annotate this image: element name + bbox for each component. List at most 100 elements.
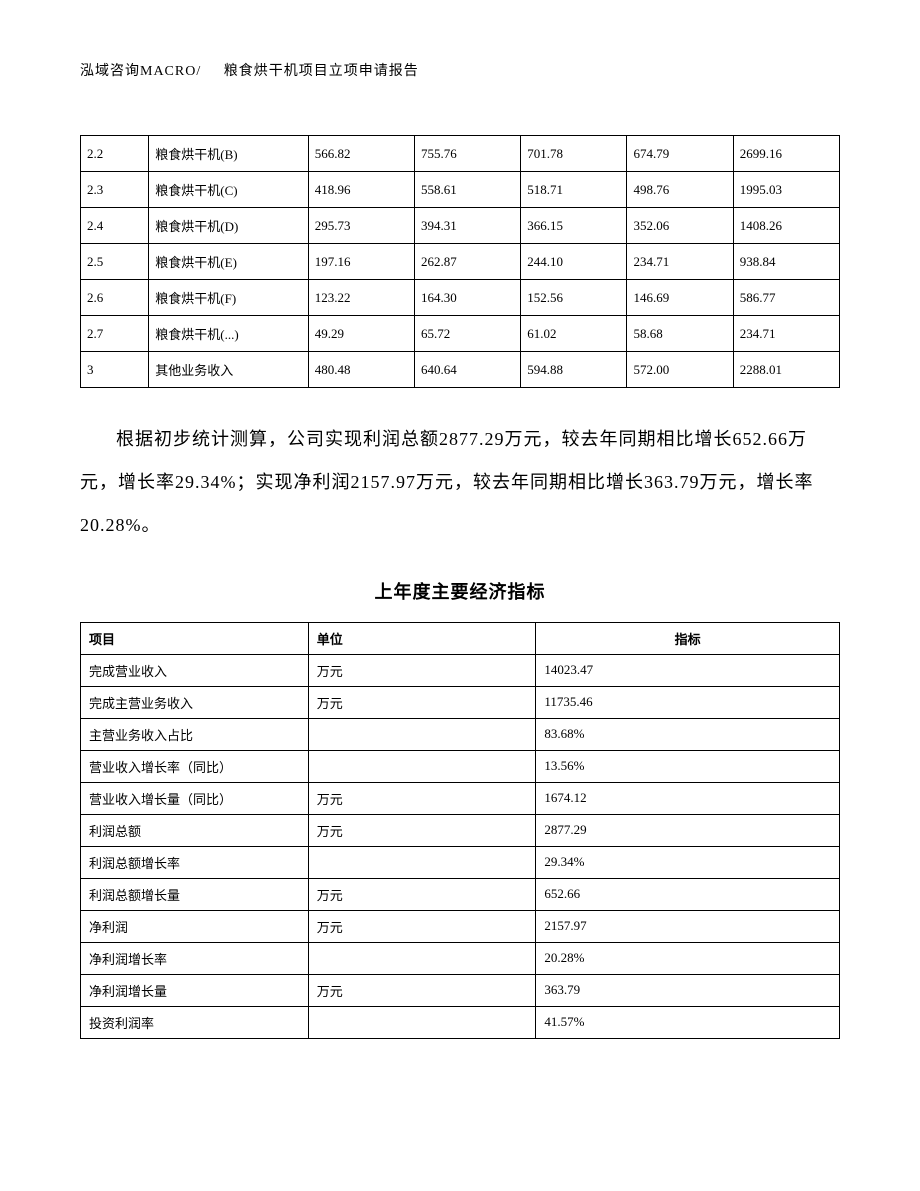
table-row: 3 其他业务收入 480.48 640.64 594.88 572.00 228… xyxy=(81,352,840,388)
cell: 58.68 xyxy=(627,316,733,352)
table-row: 主营业务收入占比 83.68% xyxy=(81,718,840,750)
cell: 粮食烘干机(E) xyxy=(149,244,308,280)
cell: 83.68% xyxy=(536,718,840,750)
cell: 万元 xyxy=(308,814,536,846)
section-heading: 上年度主要经济指标 xyxy=(80,578,840,604)
table-row: 利润总额增长率 29.34% xyxy=(81,846,840,878)
economic-indicators-table: 项目 单位 指标 完成营业收入 万元 14023.47 完成主营业务收入 万元 … xyxy=(80,622,840,1039)
cell: 营业收入增长率（同比） xyxy=(81,750,309,782)
header-title: 粮食烘干机项目立项申请报告 xyxy=(224,64,419,79)
table-row: 净利润增长率 20.28% xyxy=(81,942,840,974)
cell: 2699.16 xyxy=(733,136,839,172)
table-row: 利润总额 万元 2877.29 xyxy=(81,814,840,846)
cell: 197.16 xyxy=(308,244,414,280)
cell: 万元 xyxy=(308,910,536,942)
cell: 13.56% xyxy=(536,750,840,782)
cell: 营业收入增长量（同比） xyxy=(81,782,309,814)
cell: 净利润增长量 xyxy=(81,974,309,1006)
cell: 394.31 xyxy=(414,208,520,244)
cell: 418.96 xyxy=(308,172,414,208)
cell: 2.7 xyxy=(81,316,149,352)
cell: 万元 xyxy=(308,654,536,686)
cell: 123.22 xyxy=(308,280,414,316)
cell: 2.3 xyxy=(81,172,149,208)
cell: 1995.03 xyxy=(733,172,839,208)
cell: 518.71 xyxy=(521,172,627,208)
cell: 244.10 xyxy=(521,244,627,280)
table-row: 完成主营业务收入 万元 11735.46 xyxy=(81,686,840,718)
summary-paragraph: 根据初步统计测算，公司实现利润总额2877.29万元，较去年同期相比增长652.… xyxy=(80,418,840,548)
header-company: 泓域咨询MACRO/ xyxy=(80,64,201,79)
cell: 3 xyxy=(81,352,149,388)
cell: 234.71 xyxy=(627,244,733,280)
cell xyxy=(308,942,536,974)
cell: 29.34% xyxy=(536,846,840,878)
cell: 1674.12 xyxy=(536,782,840,814)
cell: 万元 xyxy=(308,878,536,910)
cell: 万元 xyxy=(308,974,536,1006)
cell: 295.73 xyxy=(308,208,414,244)
cell: 566.82 xyxy=(308,136,414,172)
cell: 572.00 xyxy=(627,352,733,388)
cell: 234.71 xyxy=(733,316,839,352)
cell: 万元 xyxy=(308,686,536,718)
cell: 利润总额增长率 xyxy=(81,846,309,878)
cell: 938.84 xyxy=(733,244,839,280)
col-header: 单位 xyxy=(308,622,536,654)
table-row: 投资利润率 41.57% xyxy=(81,1006,840,1038)
table-row: 2.2 粮食烘干机(B) 566.82 755.76 701.78 674.79… xyxy=(81,136,840,172)
cell: 701.78 xyxy=(521,136,627,172)
cell: 其他业务收入 xyxy=(149,352,308,388)
cell: 投资利润率 xyxy=(81,1006,309,1038)
page-header: 泓域咨询MACRO/ 粮食烘干机项目立项申请报告 xyxy=(80,60,840,80)
cell: 61.02 xyxy=(521,316,627,352)
cell xyxy=(308,750,536,782)
cell: 755.76 xyxy=(414,136,520,172)
cell: 完成营业收入 xyxy=(81,654,309,686)
cell: 640.64 xyxy=(414,352,520,388)
cell: 20.28% xyxy=(536,942,840,974)
cell: 586.77 xyxy=(733,280,839,316)
cell: 粮食烘干机(F) xyxy=(149,280,308,316)
cell: 366.15 xyxy=(521,208,627,244)
cell: 363.79 xyxy=(536,974,840,1006)
cell: 主营业务收入占比 xyxy=(81,718,309,750)
cell: 2877.29 xyxy=(536,814,840,846)
cell: 2.6 xyxy=(81,280,149,316)
cell: 262.87 xyxy=(414,244,520,280)
cell: 41.57% xyxy=(536,1006,840,1038)
cell: 粮食烘干机(...) xyxy=(149,316,308,352)
cell: 2288.01 xyxy=(733,352,839,388)
cell: 万元 xyxy=(308,782,536,814)
cell: 2.2 xyxy=(81,136,149,172)
col-header: 指标 xyxy=(536,622,840,654)
cell: 674.79 xyxy=(627,136,733,172)
table-row: 完成营业收入 万元 14023.47 xyxy=(81,654,840,686)
cell: 65.72 xyxy=(414,316,520,352)
cell: 146.69 xyxy=(627,280,733,316)
col-header: 项目 xyxy=(81,622,309,654)
cell: 完成主营业务收入 xyxy=(81,686,309,718)
cell: 净利润 xyxy=(81,910,309,942)
table-row: 利润总额增长量 万元 652.66 xyxy=(81,878,840,910)
cell: 2.5 xyxy=(81,244,149,280)
product-revenue-table: 2.2 粮食烘干机(B) 566.82 755.76 701.78 674.79… xyxy=(80,135,840,388)
cell: 152.56 xyxy=(521,280,627,316)
cell: 粮食烘干机(C) xyxy=(149,172,308,208)
cell xyxy=(308,846,536,878)
cell: 594.88 xyxy=(521,352,627,388)
cell: 利润总额增长量 xyxy=(81,878,309,910)
cell: 1408.26 xyxy=(733,208,839,244)
table-row: 2.7 粮食烘干机(...) 49.29 65.72 61.02 58.68 2… xyxy=(81,316,840,352)
cell: 2157.97 xyxy=(536,910,840,942)
cell xyxy=(308,1006,536,1038)
table-row: 2.3 粮食烘干机(C) 418.96 558.61 518.71 498.76… xyxy=(81,172,840,208)
cell: 粮食烘干机(B) xyxy=(149,136,308,172)
table2-header-row: 项目 单位 指标 xyxy=(81,622,840,654)
cell: 558.61 xyxy=(414,172,520,208)
table-row: 2.4 粮食烘干机(D) 295.73 394.31 366.15 352.06… xyxy=(81,208,840,244)
cell: 164.30 xyxy=(414,280,520,316)
table-row: 净利润增长量 万元 363.79 xyxy=(81,974,840,1006)
table-row: 营业收入增长量（同比） 万元 1674.12 xyxy=(81,782,840,814)
cell: 粮食烘干机(D) xyxy=(149,208,308,244)
